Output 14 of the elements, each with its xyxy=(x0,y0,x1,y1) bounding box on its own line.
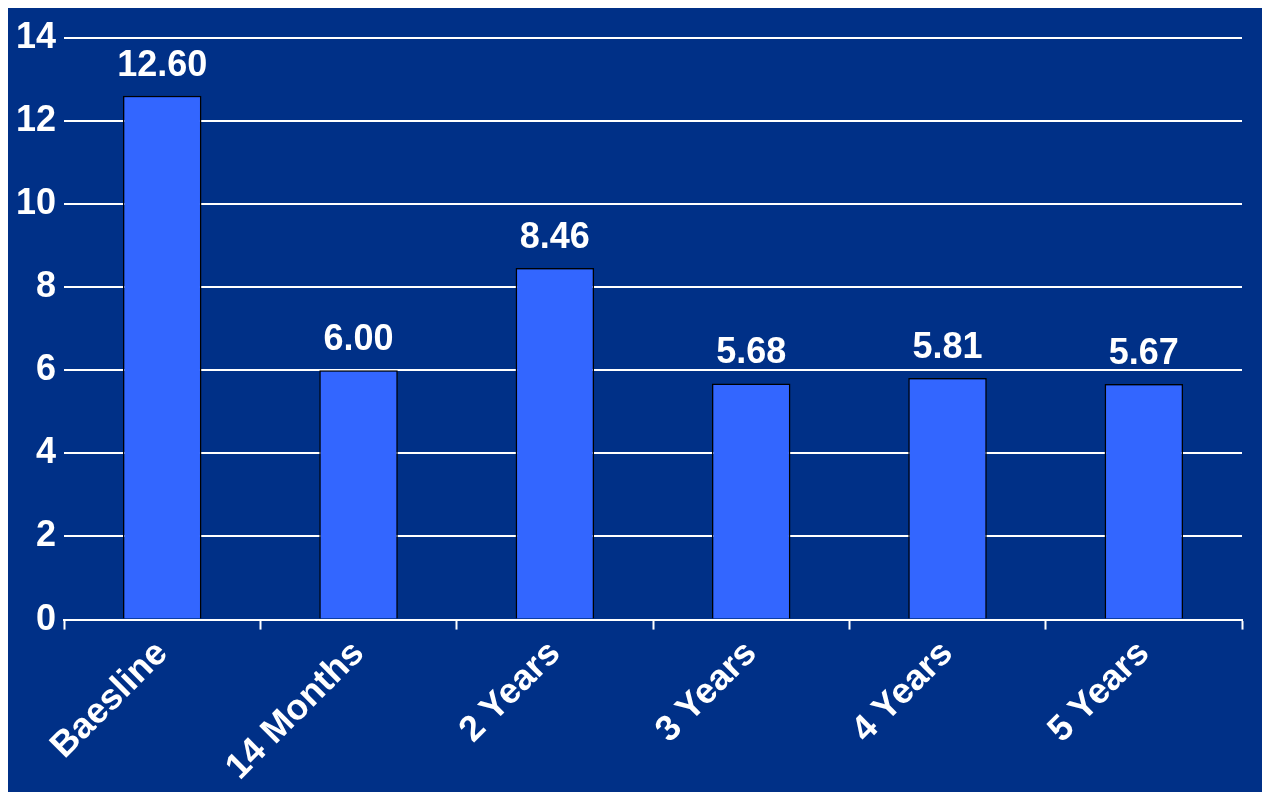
data-label: 6.00 xyxy=(323,317,394,359)
data-label: 5.67 xyxy=(1108,330,1179,372)
y-tick-label: 2 xyxy=(36,513,57,555)
data-label: 5.68 xyxy=(716,330,787,372)
y-tick-label: 6 xyxy=(36,347,57,389)
y-tick-label: 0 xyxy=(36,596,57,638)
y-tick-label: 8 xyxy=(36,263,57,305)
y-tick-label: 4 xyxy=(36,430,57,472)
data-label: 12.60 xyxy=(117,42,208,84)
y-tick-label: 10 xyxy=(16,180,57,222)
data-label: 5.81 xyxy=(912,324,983,366)
data-label: 8.46 xyxy=(519,214,590,256)
y-tick-label: 14 xyxy=(16,14,57,56)
y-tick-label: 12 xyxy=(16,97,57,139)
